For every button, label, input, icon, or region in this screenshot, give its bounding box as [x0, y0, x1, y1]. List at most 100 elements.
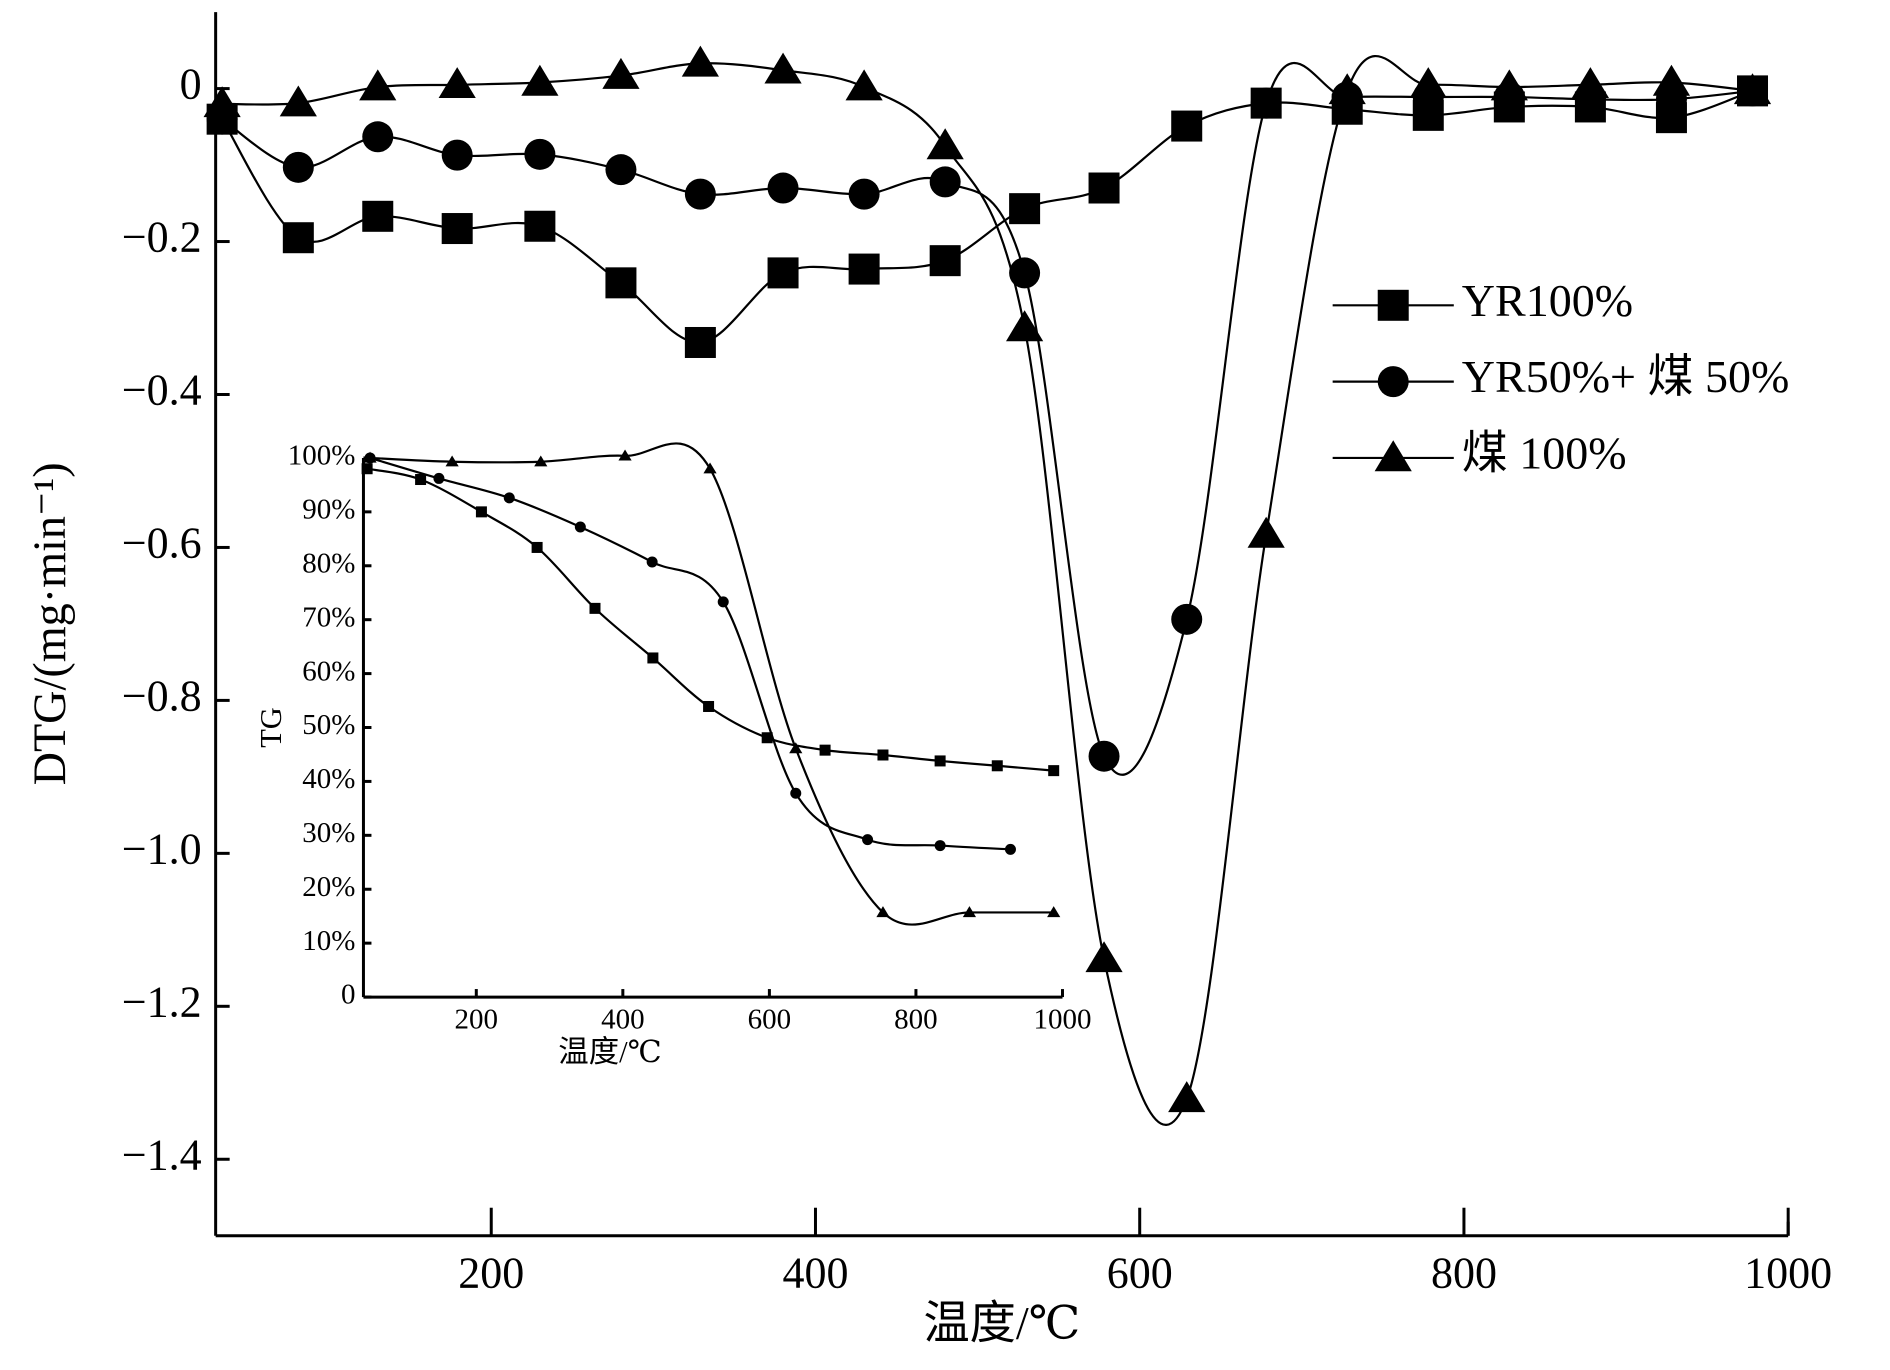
marker-square [684, 326, 716, 358]
marker-square [524, 210, 556, 242]
marker-circle [1009, 257, 1041, 289]
marker-circle [717, 596, 729, 608]
marker-triangle [279, 85, 317, 117]
marker-square [848, 253, 880, 285]
marker-square [441, 213, 473, 245]
marker-triangle [521, 64, 559, 96]
marker-square [703, 700, 715, 712]
x-tick-label: 400 [601, 1003, 645, 1035]
marker-square [282, 222, 314, 254]
marker-circle [1004, 843, 1016, 855]
marker-square [1377, 289, 1409, 321]
marker-square [1171, 110, 1203, 142]
y-tick-label: −1.4 [122, 1130, 202, 1179]
marker-circle [1377, 366, 1409, 398]
marker-circle [929, 166, 961, 198]
y-axis-label: DTG/(mg·min⁻¹) [24, 462, 75, 785]
marker-circle [1171, 603, 1203, 635]
y-axis-label: TG [254, 707, 288, 748]
marker-triangle [534, 455, 548, 467]
marker-triangle [602, 57, 640, 89]
marker-square [819, 744, 831, 756]
y-tick-label: 80% [302, 547, 355, 579]
marker-square [934, 755, 946, 767]
data-line [369, 442, 1054, 926]
marker-triangle [438, 67, 476, 99]
marker-circle [646, 556, 658, 568]
y-tick-label: 10% [302, 925, 355, 957]
marker-triangle [363, 451, 377, 463]
x-tick-label: 800 [1431, 1249, 1497, 1298]
marker-square [415, 474, 427, 486]
marker-triangle [1409, 67, 1447, 99]
marker-square [361, 463, 373, 475]
marker-triangle [681, 45, 719, 77]
marker-triangle [962, 906, 977, 918]
marker-triangle [203, 86, 241, 118]
marker-square [877, 749, 889, 761]
marker-square [1009, 193, 1041, 225]
marker-triangle [764, 52, 802, 84]
y-tick-label: 60% [302, 655, 355, 687]
x-tick-label: 200 [458, 1249, 524, 1298]
marker-square [647, 652, 659, 664]
marker-triangle [1733, 73, 1772, 105]
data-line [366, 467, 1054, 772]
marker-triangle [1571, 67, 1609, 99]
marker-circle [605, 154, 637, 186]
marker-circle [934, 840, 946, 852]
marker-square [929, 245, 961, 277]
legend-label: 煤 100% [1462, 428, 1627, 479]
y-tick-label: 100% [288, 440, 356, 472]
marker-circle [1250, 87, 1282, 119]
marker-triangle [1247, 516, 1285, 548]
y-tick-label: −0.4 [122, 366, 202, 415]
marker-square [991, 760, 1003, 772]
y-tick-label: −0.2 [122, 213, 202, 262]
marker-square [761, 732, 773, 744]
x-axis-label: 温度/℃ [923, 1298, 1080, 1349]
marker-triangle [1085, 941, 1123, 973]
y-tick-label: −1.0 [122, 824, 202, 873]
marker-circle [1088, 740, 1120, 772]
marker-triangle [845, 69, 883, 101]
y-tick-label: 90% [302, 494, 355, 526]
y-tick-label: 50% [302, 709, 355, 741]
marker-circle [767, 172, 799, 204]
marker-circle [848, 178, 880, 210]
y-tick-label: 20% [302, 871, 355, 903]
marker-triangle [703, 462, 717, 474]
marker-triangle [1374, 440, 1412, 472]
legend-label: YR100% [1462, 275, 1633, 326]
y-tick-label: 0 [180, 60, 202, 109]
marker-circle [790, 787, 802, 799]
data-line [221, 61, 1753, 776]
marker-square [362, 200, 394, 232]
legend-label: YR50%+ 煤 50% [1462, 351, 1789, 402]
marker-circle [433, 472, 445, 484]
marker-square [1048, 765, 1060, 777]
y-tick-label: 70% [302, 601, 355, 633]
x-tick-label: 400 [782, 1249, 848, 1298]
marker-circle [574, 521, 586, 533]
x-tick-label: 800 [894, 1003, 938, 1035]
x-tick-label: 1000 [1744, 1249, 1832, 1298]
marker-circle [862, 834, 874, 846]
marker-square [605, 267, 637, 299]
marker-triangle [618, 449, 632, 461]
marker-square [1088, 172, 1120, 204]
x-tick-label: 1000 [1033, 1003, 1091, 1035]
marker-triangle [1047, 906, 1061, 918]
marker-triangle [1168, 1081, 1206, 1113]
marker-triangle [1490, 69, 1528, 101]
data-line [369, 456, 1011, 851]
marker-square [589, 602, 601, 614]
marker-triangle [1006, 310, 1044, 342]
marker-triangle [926, 128, 964, 160]
x-tick-label: 600 [1107, 1249, 1173, 1298]
marker-circle [503, 492, 515, 504]
marker-triangle [359, 69, 397, 101]
marker-circle [362, 121, 394, 153]
marker-square [475, 506, 487, 518]
